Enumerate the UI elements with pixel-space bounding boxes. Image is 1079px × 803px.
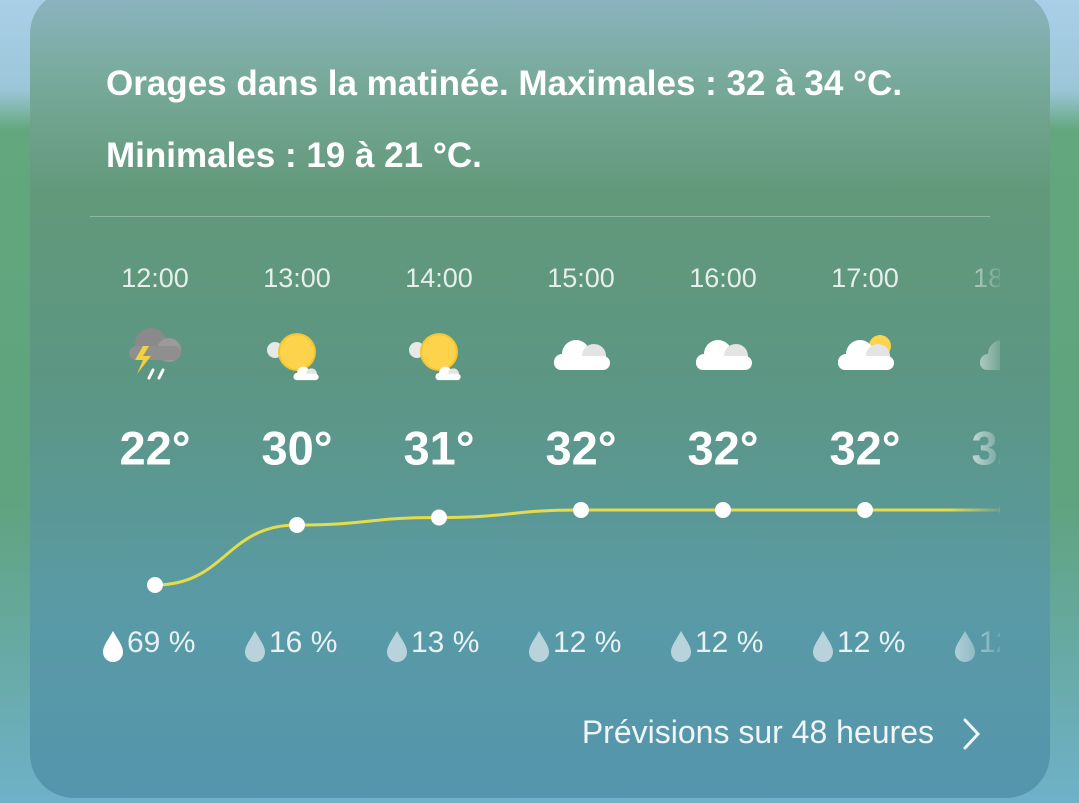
chevron[interactable] xyxy=(960,716,984,752)
temp-curve xyxy=(154,508,1000,587)
summary: Orages dans la matinée. Maximales : 32 à… xyxy=(106,64,903,175)
temp-label: 31° xyxy=(403,421,474,474)
temp-label: 32° xyxy=(687,421,758,474)
drop-icon xyxy=(813,631,833,662)
temp-point xyxy=(857,502,873,518)
temp-label: 22° xyxy=(119,421,190,474)
icon-cloud-sun xyxy=(838,335,894,370)
precip-label: 69 % xyxy=(127,626,195,659)
hour-label: 14:00 xyxy=(405,263,473,293)
precip-label: 12 % xyxy=(837,626,905,659)
drop-icon xyxy=(671,631,691,662)
temp-label: 32° xyxy=(829,421,900,474)
hour-label: 12:00 xyxy=(121,263,189,293)
icon-storm xyxy=(129,328,181,380)
hour-label: 18:00 xyxy=(973,263,1000,293)
icon-sun-cloud xyxy=(267,333,319,381)
precip-label: 13 % xyxy=(411,626,479,659)
temp-point xyxy=(999,506,1000,514)
temp-label: 30° xyxy=(261,421,332,474)
forecast-48h-link[interactable]: Prévisions sur 48 heures xyxy=(581,714,934,750)
hourly-forecast: 12:00 22° 69 % 13:00 30° 16 % 14:00 31° 13 % 15:0… xyxy=(103,263,1000,662)
icon-cloud xyxy=(554,340,610,370)
icon-cloud xyxy=(696,340,752,370)
weather-card xyxy=(30,0,1050,798)
precip-label: 12 % xyxy=(553,626,621,659)
temp-label: 32° xyxy=(545,421,616,474)
drop-icon xyxy=(245,631,265,662)
icon-sun-cloud xyxy=(409,333,461,381)
icon-cloud xyxy=(980,340,1000,370)
drop-icon xyxy=(955,631,975,662)
temp-point xyxy=(715,502,731,518)
hour-label: 15:00 xyxy=(547,263,615,293)
temp-point xyxy=(147,577,163,593)
temp-label: 32° xyxy=(971,421,1000,474)
precip-label: 12 % xyxy=(695,626,763,659)
hour-label: 17:00 xyxy=(831,263,899,293)
temp-point xyxy=(431,509,447,526)
precip-label: 16 % xyxy=(269,626,337,659)
separator xyxy=(90,216,990,217)
temp-point xyxy=(573,502,589,518)
hour-label: 16:00 xyxy=(689,263,757,293)
drop-icon xyxy=(387,631,407,662)
temp-point xyxy=(289,517,305,533)
drop-icon xyxy=(529,631,549,662)
hour-label: 13:00 xyxy=(263,263,331,293)
precip-label: 12 % xyxy=(979,626,1000,659)
drop-icon xyxy=(103,631,123,662)
